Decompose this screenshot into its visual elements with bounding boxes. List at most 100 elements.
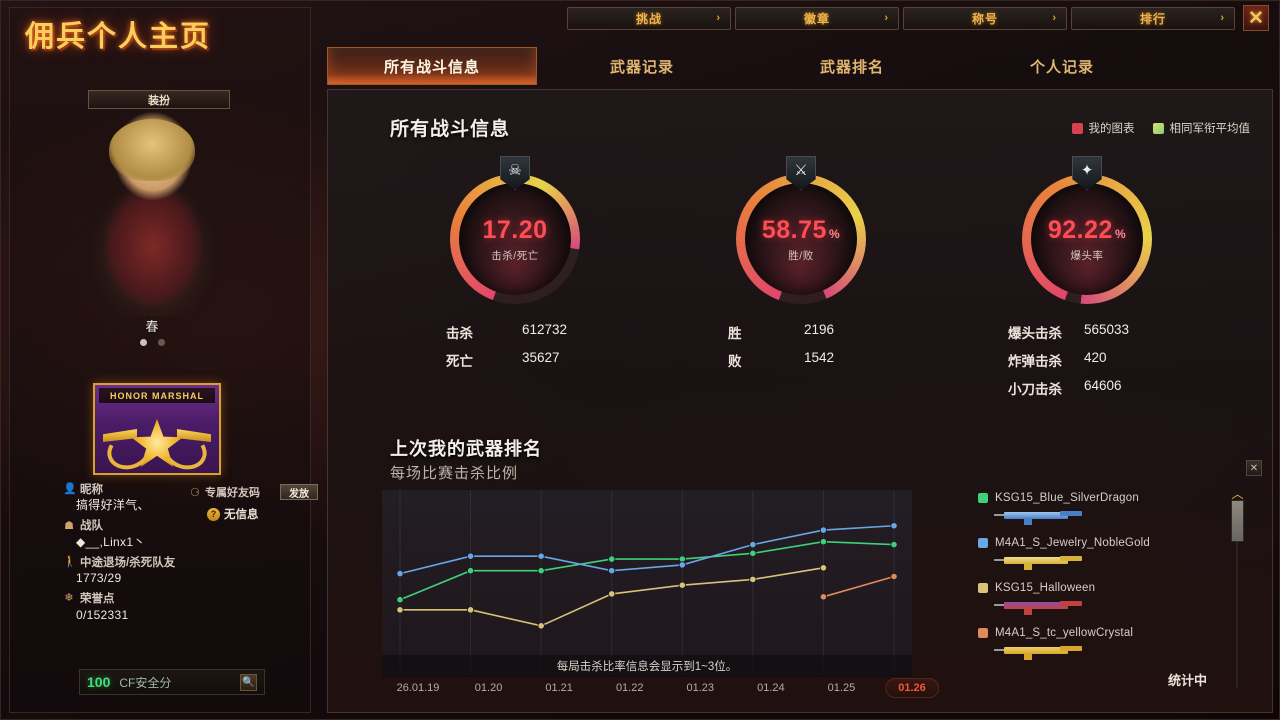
stat-key: 炸弹击杀 xyxy=(1008,354,1062,369)
weapon-swatch xyxy=(978,628,988,638)
stat-row: 死亡 35627 xyxy=(446,350,567,370)
gauge-inner: 58.75% 胜/败 xyxy=(745,183,857,295)
tab-all-battle-info[interactable]: 所有战斗信息 xyxy=(327,47,537,85)
character-preview[interactable] xyxy=(1,111,303,326)
close-icon[interactable]: ✕ xyxy=(1243,5,1269,31)
x-tick-5[interactable]: 01.24 xyxy=(757,682,785,694)
x-tick-7[interactable]: 01.26 xyxy=(885,678,939,698)
dress-up-button[interactable]: 装扮 xyxy=(88,90,230,109)
gauge-value: 17.20 xyxy=(482,215,548,244)
scrollbar-track[interactable] xyxy=(1236,502,1238,688)
page-title: 佣兵个人主页 xyxy=(25,21,212,53)
weapon-header: KSG15_Blue_SilverDragon xyxy=(978,492,1228,504)
x-tick-3[interactable]: 01.22 xyxy=(615,682,644,694)
weapon-name: M4A1_S_tc_yellowCrystal xyxy=(995,627,1134,639)
tab-personal-records[interactable]: 个人记录 xyxy=(1029,58,1094,76)
weapon-thumbnail-icon xyxy=(994,552,1090,570)
stat-value: 420 xyxy=(1084,350,1107,365)
weapon-magazine xyxy=(1024,653,1032,660)
x-tick-4[interactable]: 01.23 xyxy=(686,682,715,694)
stat-key: 死亡 xyxy=(446,354,473,369)
honor-icon: ❄ xyxy=(64,592,74,605)
stat-row: 小刀击杀 64606 xyxy=(1008,378,1129,398)
weapon-stock xyxy=(1060,556,1082,561)
stat-value: 565033 xyxy=(1084,322,1130,337)
weapon-swatch xyxy=(978,538,988,548)
weapon-list-item[interactable]: KSG15_Halloween xyxy=(978,582,1228,615)
honor-row: ❄ 荣誉点 xyxy=(63,592,303,606)
chart-legend: 我的图表 相同军衔平均值 xyxy=(1071,120,1251,136)
friend-code-label: 专属好友码 xyxy=(205,487,260,499)
nickname-row: 👤 昵称 xyxy=(63,483,303,497)
leave-label: 中途退场/杀死队友 xyxy=(80,556,176,569)
gauge-0: 17.20 击杀/死亡 ☠ xyxy=(450,156,580,304)
carousel-dot-1[interactable] xyxy=(139,339,147,346)
character-carousel[interactable] xyxy=(1,339,303,346)
stat-row: 击杀 612732 xyxy=(446,322,567,342)
weapon-stock xyxy=(1060,601,1082,606)
gauge-caption: 击杀/死亡 xyxy=(491,249,539,262)
weapon-list-item[interactable]: M4A1_S_Jewelry_NobleGold xyxy=(978,537,1228,570)
legend-swatch xyxy=(1152,122,1164,134)
topnav-item-label: 排行 xyxy=(1139,11,1166,26)
clan-label: 战队 xyxy=(80,520,103,533)
chevron-right-icon: › xyxy=(1052,12,1056,24)
weapon-list-item[interactable]: M4A1_S_tc_yellowCrystal xyxy=(978,627,1228,660)
topnav-item-label: 挑战 xyxy=(635,11,662,26)
close-icon[interactable]: ✕ xyxy=(1246,460,1262,476)
chart-note: 每局击杀比率信息会显示到1~3位。 xyxy=(382,655,912,677)
weapon-list-scrollbar[interactable]: ︿ xyxy=(1231,488,1244,690)
legend-label: 相同军衔平均值 xyxy=(1169,123,1251,135)
weapon-list-item[interactable]: KSG15_Blue_SilverDragon xyxy=(978,492,1228,525)
weapon-thumbnail-icon xyxy=(994,597,1090,615)
runner-icon: 🚶 xyxy=(63,556,77,569)
search-icon[interactable]: 🔍 xyxy=(240,673,257,691)
cf-safety-score-bar: 100 CF安全分 🔍 xyxy=(79,669,265,695)
gauge-caption: 胜/败 xyxy=(788,249,814,262)
stat-value: 64606 xyxy=(1084,378,1122,393)
scroll-up-icon[interactable]: ︿ xyxy=(1231,487,1244,501)
gauge-inner: 17.20 击杀/死亡 xyxy=(459,183,571,295)
weapon-thumbnail-icon xyxy=(994,507,1090,525)
weapon-stock xyxy=(1060,646,1082,651)
weapon-header: M4A1_S_Jewelry_NobleGold xyxy=(978,537,1228,549)
chart-svg xyxy=(396,490,898,675)
weapon-thumbnail-icon xyxy=(994,642,1090,660)
tab-weapon-records[interactable]: 武器记录 xyxy=(609,58,674,76)
carousel-dot-2[interactable] xyxy=(157,339,165,346)
x-tick-6[interactable]: 01.25 xyxy=(827,682,856,694)
topnav-item-challenge[interactable]: 挑战 › xyxy=(567,6,731,30)
topnav-item-ranking[interactable]: 排行 › xyxy=(1071,6,1235,30)
x-tick-0[interactable]: 26.01.19 xyxy=(396,682,440,694)
friend-code-value-row: ? 无信息 xyxy=(207,506,259,522)
cf-score-label: CF安全分 xyxy=(119,675,172,690)
topnav-item-title[interactable]: 称号 › xyxy=(903,6,1067,30)
weapon-name: KSG15_Halloween xyxy=(995,582,1096,594)
tab-weapon-ranking[interactable]: 武器排名 xyxy=(819,58,884,76)
gauge-1: 58.75% 胜/败 ⚔ xyxy=(736,156,866,304)
chart-x-axis: 26.01.19 01.20 01.21 01.22 01.23 01.24 01.25 01… xyxy=(358,678,958,704)
main-tabs: 所有战斗信息 武器记录 武器排名 个人记录 xyxy=(327,47,1167,85)
weapon-body xyxy=(1004,512,1068,519)
stat-key: 爆头击杀 xyxy=(1008,326,1062,341)
section-title: 所有战斗信息 xyxy=(390,119,511,140)
clan-row: ☗ 战队 xyxy=(63,519,303,533)
weapon-barrel xyxy=(994,514,1010,516)
question-icon: ? xyxy=(207,507,220,521)
weapon-header: M4A1_S_tc_yellowCrystal xyxy=(978,627,1228,639)
x-tick-1[interactable]: 01.20 xyxy=(474,682,503,694)
weapon-legend-panel: ✕ KSG15_Blue_SilverDragon M4A1_S_Jewelry_… xyxy=(968,460,1268,710)
weapon-name: KSG15_Blue_SilverDragon xyxy=(995,492,1139,504)
weapon-header: KSG15_Halloween xyxy=(978,582,1228,594)
topnav-item-badge[interactable]: 徽章 › xyxy=(735,6,899,30)
legend-item-my-chart: 我的图表 xyxy=(1071,120,1135,136)
rank-badge-banner: HONOR MARSHAL xyxy=(99,388,215,403)
player-info: 👤 昵称 搞得好洋气、 ☗ 战队 ◆__,Linx1丶 🚶 中途退场/杀死队友 … xyxy=(63,483,303,629)
scrollbar-thumb[interactable] xyxy=(1231,500,1244,542)
issue-friend-code-button[interactable]: 发放 xyxy=(280,484,318,500)
x-tick-2[interactable]: 01.21 xyxy=(545,682,573,694)
stat-column-0: 击杀 612732 死亡 35627 xyxy=(446,322,567,378)
stat-value: 2196 xyxy=(804,322,835,337)
honor-value: 0/152331 xyxy=(76,607,129,622)
leave-value: 1773/29 xyxy=(76,571,122,586)
